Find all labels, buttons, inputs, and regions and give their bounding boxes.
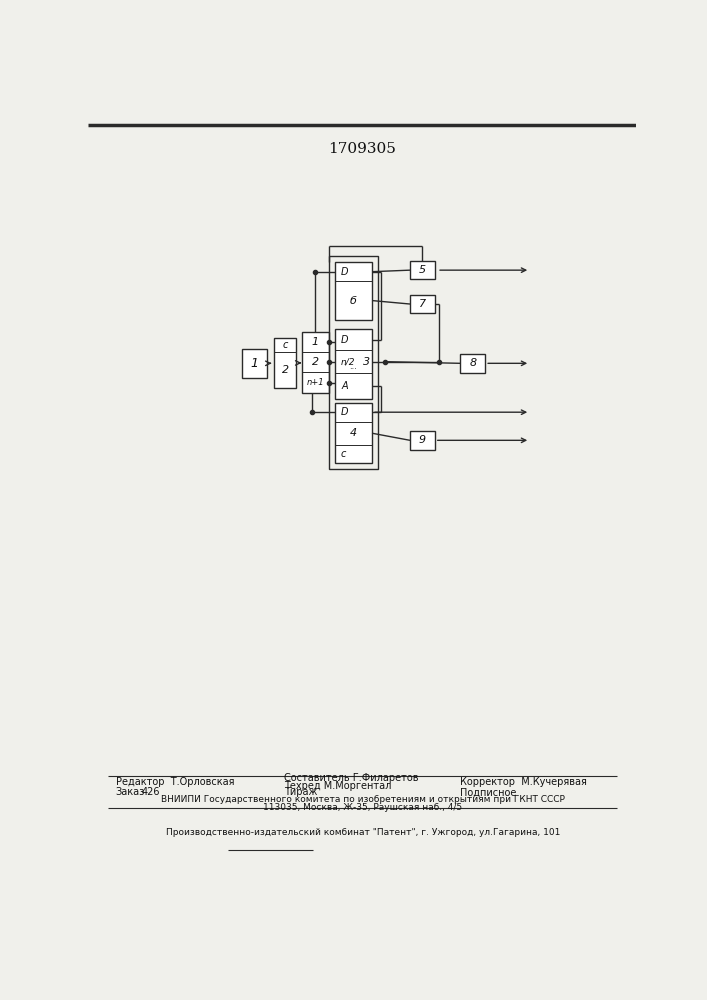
Text: Техред М.Моргентал: Техред М.Моргентал: [284, 781, 392, 791]
Text: 4: 4: [350, 428, 357, 438]
Text: 9: 9: [419, 435, 426, 445]
Bar: [410, 261, 435, 279]
Text: D: D: [341, 267, 349, 277]
Text: 1709305: 1709305: [328, 142, 396, 156]
Text: 113035, Москва, Ж-35, Раушская наб., 4/5: 113035, Москва, Ж-35, Раушская наб., 4/5: [263, 803, 462, 812]
Text: 426: 426: [141, 787, 160, 797]
Bar: [460, 354, 485, 373]
Bar: [410, 431, 435, 450]
Text: 8: 8: [469, 358, 477, 368]
Text: Производственно-издательский комбинат "Патент", г. Ужгород, ул.Гагарина, 101: Производственно-издательский комбинат "П…: [165, 828, 560, 837]
Bar: [329, 256, 378, 469]
Text: ВНИИПИ Государственного комитета по изобретениям и открытиям при ГКНТ СССР: ВНИИПИ Государственного комитета по изоб…: [160, 795, 565, 804]
Text: Подписное: Подписное: [460, 787, 517, 797]
Text: 2: 2: [281, 365, 288, 375]
Text: Составитель Г.Филаретов: Составитель Г.Филаретов: [284, 773, 419, 783]
Bar: [335, 329, 372, 399]
Text: A: A: [341, 381, 348, 391]
Text: D: D: [341, 335, 349, 345]
Bar: [301, 332, 329, 393]
Bar: [335, 262, 372, 320]
Bar: [335, 403, 372, 463]
Text: 1: 1: [312, 337, 319, 347]
Text: c: c: [283, 340, 288, 350]
Text: ...: ...: [349, 362, 357, 371]
Bar: [410, 295, 435, 313]
Text: D: D: [341, 407, 349, 417]
Text: Редактор  Т.Орловская: Редактор Т.Орловская: [115, 777, 234, 787]
Bar: [274, 338, 296, 388]
Text: Корректор  М.Кучерявая: Корректор М.Кучерявая: [460, 777, 588, 787]
Text: б: б: [350, 296, 357, 306]
Text: 7: 7: [419, 299, 426, 309]
Text: Заказ: Заказ: [115, 787, 145, 797]
Text: n/2: n/2: [341, 357, 356, 366]
Text: 5: 5: [419, 265, 426, 275]
Text: Тираж: Тираж: [284, 787, 318, 797]
Text: c: c: [341, 449, 346, 459]
Text: n+1: n+1: [307, 378, 325, 387]
Text: 2: 2: [312, 357, 319, 367]
Text: 3: 3: [363, 357, 370, 367]
Text: 1: 1: [250, 357, 258, 370]
Bar: [242, 349, 267, 378]
